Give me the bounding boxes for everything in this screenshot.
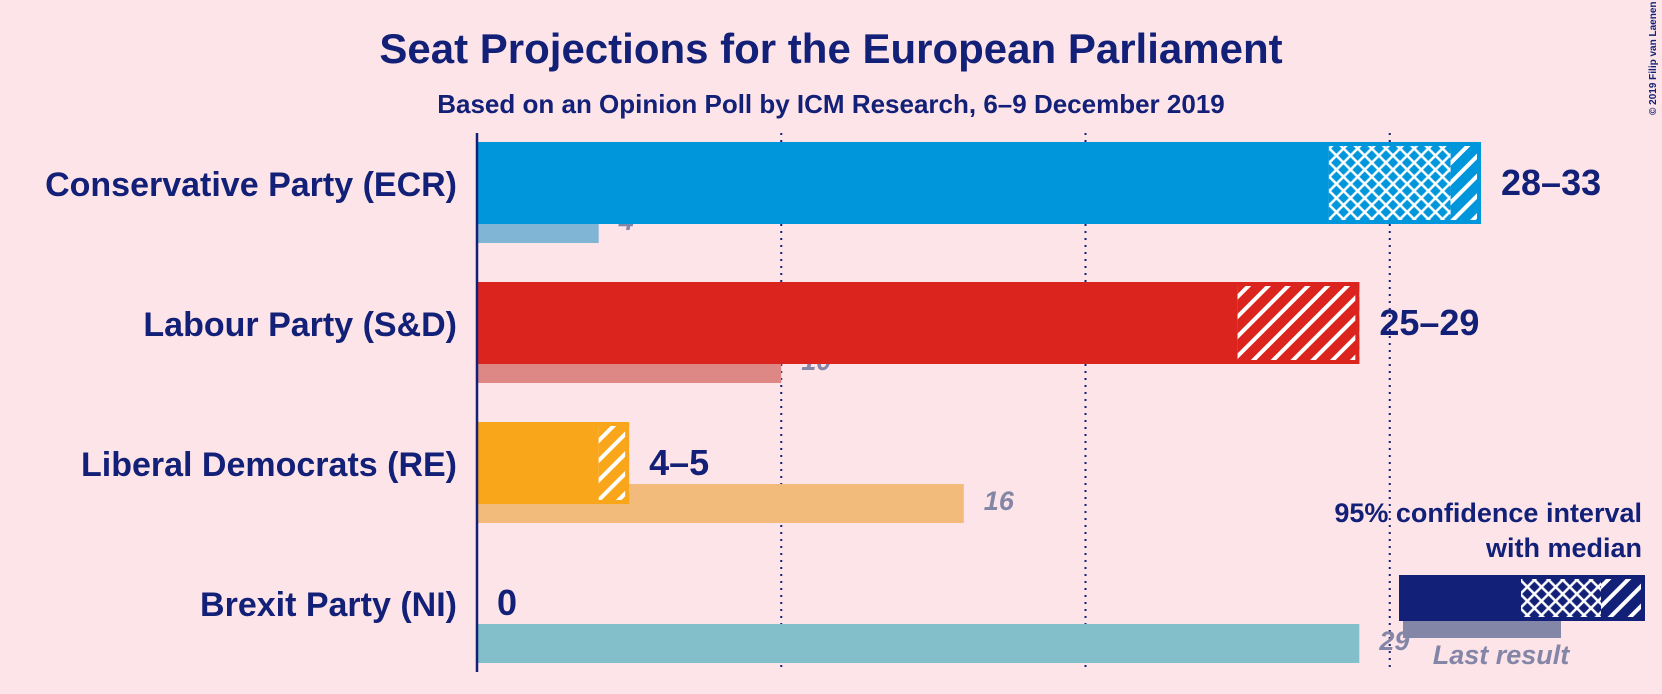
legend-cross	[1521, 577, 1601, 619]
legend-hatch	[1601, 577, 1643, 619]
category-label: Liberal Democrats (RE)	[81, 446, 457, 484]
legend: 95% confidence interval with median Last…	[1334, 498, 1645, 670]
bar-solid	[477, 282, 1238, 364]
category-label: Labour Party (S&D)	[143, 306, 457, 344]
range-label: 25–29	[1379, 302, 1479, 343]
bar-outline	[477, 422, 630, 504]
bar-outline	[477, 142, 1482, 224]
last-result-label: 16	[984, 486, 1015, 516]
legend-outline	[1399, 575, 1645, 621]
bar-ci-upper	[598, 422, 630, 504]
category-label: Conservative Party (ECR)	[45, 166, 457, 204]
bar-solid	[477, 142, 1329, 224]
legend-median: with median	[1485, 533, 1642, 563]
bar-solid	[477, 422, 599, 504]
chart-title: Seat Projections for the European Parlia…	[379, 25, 1282, 72]
range-label: 4–5	[649, 442, 709, 483]
bar-ci-upper	[1237, 282, 1360, 364]
legend-last-bar	[1403, 618, 1561, 638]
legend-ci: 95% confidence interval	[1334, 498, 1642, 528]
chart-subtitle: Based on an Opinion Poll by ICM Research…	[437, 89, 1225, 119]
legend-solid	[1401, 577, 1521, 619]
category-label: Brexit Party (NI)	[200, 586, 457, 624]
bar-ci-lower	[1328, 142, 1451, 224]
last-result-bar	[477, 624, 1360, 663]
bar-ci-upper	[1450, 142, 1482, 224]
range-label: 0	[497, 582, 517, 623]
bar-outline	[477, 282, 1360, 364]
copyright: © 2019 Filip van Laenen	[1648, 1, 1659, 115]
legend-last: Last result	[1433, 640, 1571, 670]
range-label: 28–33	[1501, 162, 1601, 203]
